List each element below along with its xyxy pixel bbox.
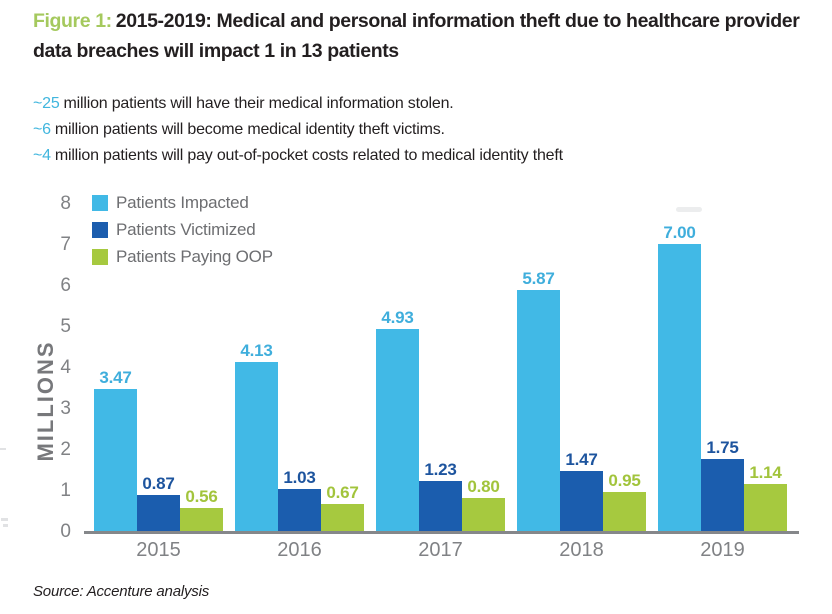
bar bbox=[744, 484, 787, 531]
chart-legend: Patients Impacted Patients Victimized Pati… bbox=[92, 192, 273, 275]
legend-label: Patients Impacted bbox=[116, 192, 249, 212]
bar bbox=[376, 329, 419, 531]
source-note: Source: Accenture analysis bbox=[33, 583, 210, 600]
legend-item: Patients Victimized bbox=[92, 219, 273, 239]
key-findings: ~25 million patients will have their medi… bbox=[33, 91, 793, 169]
key-finding-line: ~25 million patients will have their medi… bbox=[33, 91, 793, 117]
bar-value-label: 4.13 bbox=[240, 341, 273, 360]
x-axis-line bbox=[84, 531, 799, 534]
y-axis-tick-label: 3 bbox=[60, 398, 71, 419]
y-axis-tick-label: 0 bbox=[60, 521, 71, 542]
x-axis-category-label: 2019 bbox=[700, 539, 745, 561]
bar bbox=[462, 498, 505, 531]
page-edge-artifact bbox=[676, 207, 702, 212]
bar-value-label: 1.03 bbox=[283, 468, 316, 487]
stat-text: million patients will have their medical… bbox=[63, 95, 454, 112]
y-axis-tick-label: 4 bbox=[60, 357, 71, 378]
figure-number-label: Figure 1: bbox=[33, 10, 112, 32]
y-axis-tick-label: 2 bbox=[60, 439, 71, 460]
bar-value-label: 0.87 bbox=[142, 474, 175, 493]
bar-value-label: 1.23 bbox=[424, 460, 457, 479]
bar bbox=[180, 508, 223, 531]
bar bbox=[603, 492, 646, 531]
figure-title-text: 2015-2019: Medical and personal informat… bbox=[33, 10, 800, 62]
y-axis-tick-label: 1 bbox=[60, 480, 71, 501]
bar-value-label: 1.47 bbox=[565, 450, 598, 469]
legend-swatch bbox=[92, 221, 108, 238]
key-finding-line: ~4 million patients will pay out-of-pocke… bbox=[33, 143, 793, 169]
legend-label: Patients Victimized bbox=[116, 219, 256, 239]
y-axis-tick-label: 6 bbox=[60, 275, 71, 296]
x-axis-category-label: 2015 bbox=[136, 539, 181, 561]
legend-swatch bbox=[92, 194, 108, 211]
legend-item: Patients Paying OOP bbox=[92, 246, 273, 266]
bar-value-label: 1.75 bbox=[706, 438, 739, 457]
bar bbox=[419, 481, 462, 531]
page-edge-artifact bbox=[3, 524, 8, 527]
x-axis-category-label: 2016 bbox=[277, 539, 322, 561]
stat-text: million patients will become medical ide… bbox=[54, 121, 445, 138]
legend-swatch bbox=[92, 248, 108, 265]
bar-value-label: 0.56 bbox=[185, 487, 218, 506]
bar bbox=[94, 389, 137, 531]
bar bbox=[701, 459, 744, 531]
stat-number: ~4 bbox=[33, 147, 51, 164]
bar bbox=[560, 471, 603, 531]
legend-item: Patients Impacted bbox=[92, 192, 273, 212]
bar-value-label: 7.00 bbox=[663, 223, 696, 242]
page-edge-artifact bbox=[0, 448, 6, 450]
key-finding-line: ~6 million patients will become medical i… bbox=[33, 117, 793, 143]
bar bbox=[137, 495, 180, 531]
figure-title: Figure 1: 2015-2019: Medical and personal… bbox=[33, 6, 817, 66]
bar-value-label: 3.47 bbox=[99, 368, 132, 387]
stat-text: million patients will pay out-of-pocket … bbox=[54, 147, 563, 164]
x-axis-category-label: 2018 bbox=[559, 539, 604, 561]
bar-value-label: 4.93 bbox=[381, 308, 414, 327]
bar bbox=[517, 290, 560, 531]
bar-value-label: 1.14 bbox=[749, 463, 782, 482]
y-axis-tick-label: 7 bbox=[60, 234, 71, 255]
legend-label: Patients Paying OOP bbox=[116, 246, 273, 266]
bar-value-label: 5.87 bbox=[522, 269, 555, 288]
bar bbox=[278, 489, 321, 531]
bar bbox=[321, 504, 364, 531]
bar bbox=[658, 244, 701, 531]
y-axis-tick-label: 8 bbox=[60, 193, 71, 214]
bar bbox=[235, 362, 278, 531]
y-axis-tick-label: 5 bbox=[60, 316, 71, 337]
page-edge-artifact bbox=[1, 518, 8, 521]
bar-value-label: 0.67 bbox=[326, 483, 359, 502]
bar-value-label: 0.80 bbox=[467, 477, 500, 496]
bar-value-label: 0.95 bbox=[608, 471, 641, 490]
stat-number: ~25 bbox=[33, 95, 60, 112]
x-axis-category-label: 2017 bbox=[418, 539, 463, 561]
stat-number: ~6 bbox=[33, 121, 51, 138]
